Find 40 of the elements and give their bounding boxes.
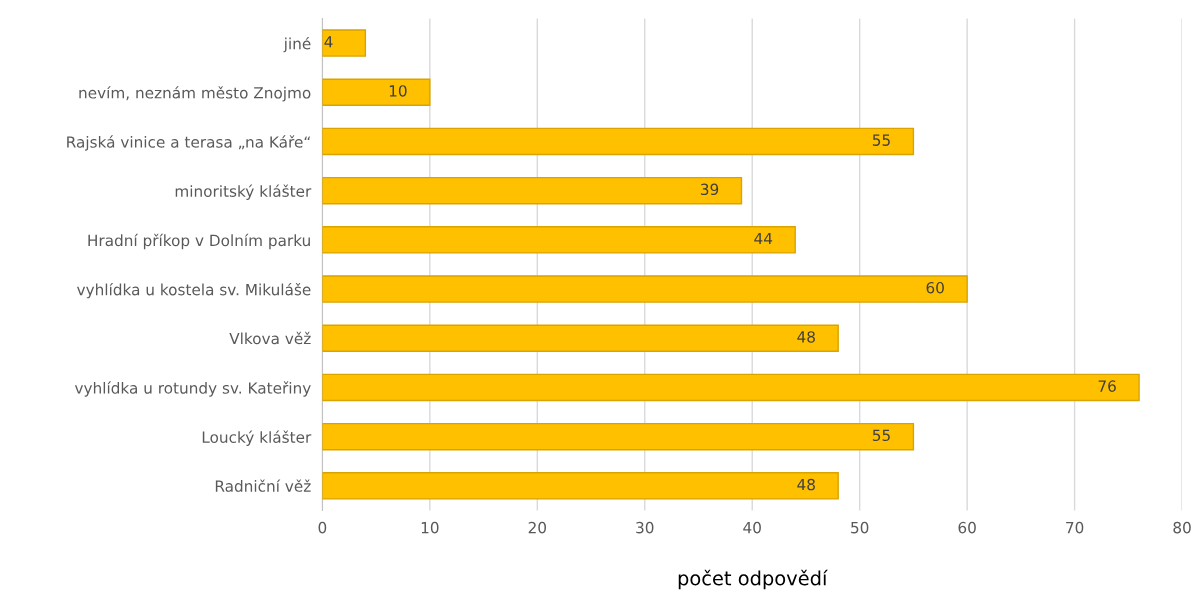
y-tick-label: jiné [283,36,311,53]
data-label: 55 [872,134,890,146]
y-tick-label: Radniční věž [215,479,311,492]
data-label: 48 [797,331,815,343]
y-tick-label: minoritský klášter [175,184,312,200]
data-label: 44 [754,232,773,245]
y-tick-label: vyhlídka u kostela sv. Mikuláše [77,282,311,299]
data-label: 39 [700,183,719,196]
y-tick-label: Loucký klášter [202,430,312,446]
data-label: 10 [389,85,407,97]
data-label: 76 [1098,380,1116,392]
bar [322,226,796,254]
y-tick-label: Rajská vinice a terasa „na Káře“ [67,135,310,151]
y-tick-label: nevím, neznám město Znojmo [79,86,311,102]
bar [322,422,915,451]
bar [322,29,367,57]
y-tick-label: Vlkova věž [229,331,311,345]
x-axis-title: počet odpovědí [678,569,828,590]
x-tick-label: 20 [528,521,547,534]
x-tick-label: 0 [318,521,327,534]
data-label: 55 [872,429,890,442]
bar [322,324,839,352]
bar [322,472,839,500]
bar [322,127,915,156]
x-tick-label: 80 [1173,521,1191,534]
x-tick-label: 70 [1066,521,1084,534]
y-tick-label: Hradní příkop v Dolním parku [88,233,310,250]
data-label: 60 [926,281,944,294]
x-tick-label: 30 [636,521,654,534]
y-tick-label: vyhlídka u rotundy sv. Kateřiny [74,381,311,397]
x-tick-label: 40 [743,521,761,534]
data-label: 48 [797,478,815,491]
data-label: 4 [324,36,333,48]
bar [322,275,968,303]
bar [322,78,431,106]
bar [322,176,743,205]
bar [322,373,1140,402]
x-tick-label: 60 [958,521,976,534]
x-tick-label: 50 [851,521,869,534]
x-tick-label: 10 [421,521,439,534]
